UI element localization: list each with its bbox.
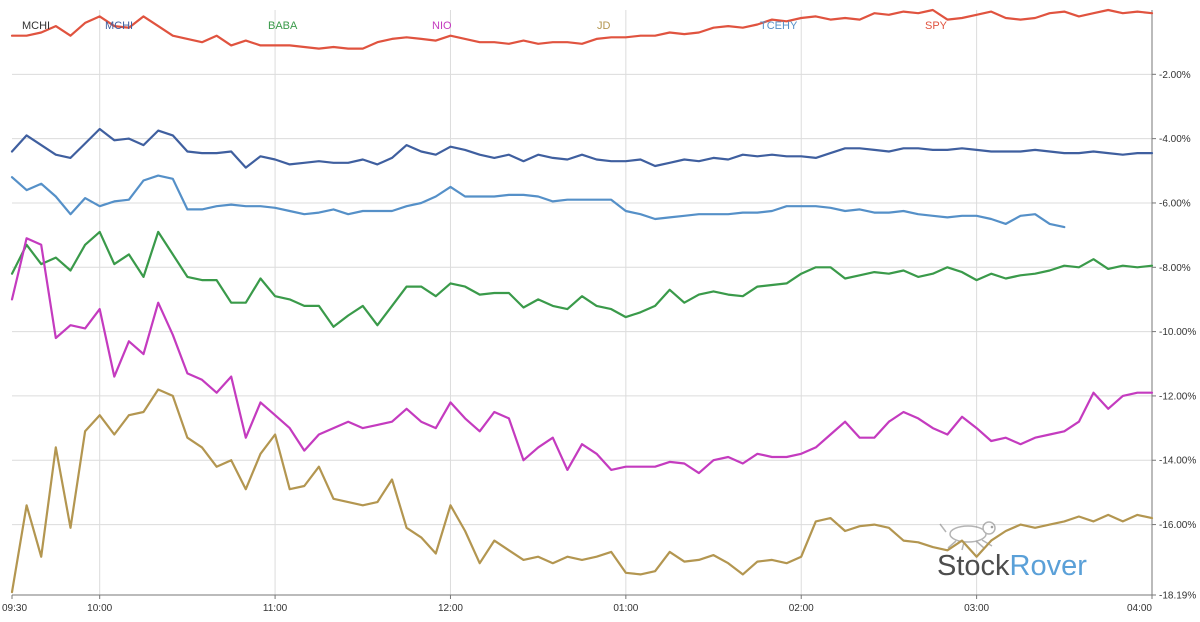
y-tick-label: -14.00%: [1159, 456, 1196, 467]
series-line-mchi: [10, 127, 1154, 169]
y-tick-label: -2.00%: [1159, 70, 1191, 81]
legend-item-mchi: MCHI: [22, 20, 50, 32]
legend-item-spy: SPY: [925, 20, 948, 32]
x-tick-label: 12:00: [438, 603, 463, 614]
grid-layer: [12, 10, 1152, 595]
x-tick-label: 04:00: [1127, 603, 1152, 614]
axis-layer: -2.00% -4.00% -6.00% -8.00% -10.00% -12.00% -1…: [2, 10, 1196, 614]
x-tick-label: 03:00: [964, 603, 989, 614]
legend: MCHI MCHI BABA NIO JD TCEHY SPY: [22, 20, 948, 32]
y-tick-label: -16.00%: [1159, 520, 1196, 531]
y-tick-label: -6.00%: [1159, 198, 1191, 209]
series-line-baba: [10, 230, 1154, 328]
x-tick-label: 09:30: [2, 603, 27, 614]
series-line-spy: [10, 8, 1154, 50]
legend-item-mchi: MCHI: [105, 20, 133, 32]
series-line-jd: [10, 388, 1154, 594]
y-tick-label: -4.00%: [1159, 134, 1191, 145]
watermark-text: StockRover: [937, 550, 1087, 582]
rover-dog-logo-icon: [939, 521, 996, 551]
y-tick-label: -12.00%: [1159, 391, 1196, 402]
series-layer: [10, 8, 1154, 594]
watermark-stock: Stock: [937, 550, 1010, 582]
legend-item-tcehy: TCEHY: [760, 20, 798, 32]
x-tick-label: 01:00: [613, 603, 638, 614]
series-line-tcehy: [10, 174, 1066, 229]
legend-item-jd: JD: [597, 20, 611, 32]
watermark-rover: Rover: [1010, 550, 1088, 582]
series-line-nio: [10, 237, 1154, 475]
x-tick-label: 11:00: [263, 603, 288, 614]
stockrover-watermark: StockRover: [937, 521, 1087, 582]
x-tick-label: 02:00: [789, 603, 814, 614]
y-tick-label: -8.00%: [1159, 263, 1191, 274]
y-tick-label: -10.00%: [1159, 327, 1196, 338]
legend-item-nio: NIO: [432, 20, 452, 32]
y-tick-label: -18.19%: [1159, 591, 1196, 602]
x-tick-label: 10:00: [87, 603, 112, 614]
legend-item-baba: BABA: [268, 20, 298, 32]
